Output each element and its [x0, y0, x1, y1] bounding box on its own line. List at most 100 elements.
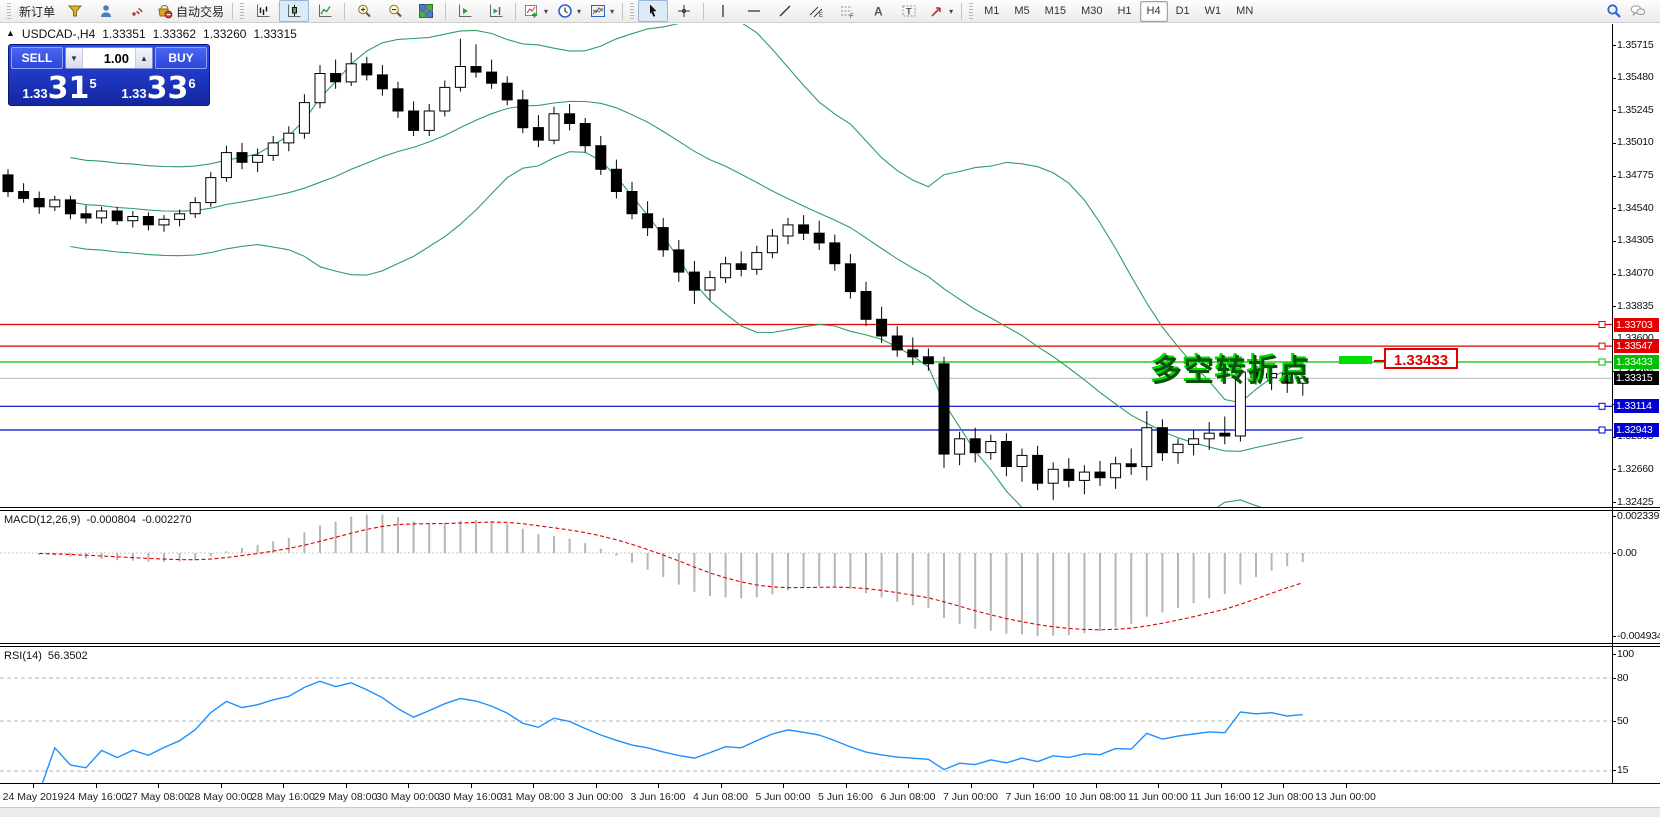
price-axis-border [1612, 24, 1613, 783]
macd-value-main: -0.000804 [86, 514, 136, 526]
macd-name: MACD(12,26,9) [4, 514, 81, 526]
horizontal-line-tool[interactable] [739, 0, 769, 22]
volume-input[interactable]: ▼ 1.00 ▲ [65, 47, 153, 69]
timeframe-m30[interactable]: M30 [1081, 5, 1103, 17]
axis-tick [1612, 636, 1616, 637]
trendline-tool[interactable] [770, 0, 800, 22]
funnel-icon[interactable] [60, 0, 90, 22]
macd-indicator-label: MACD(12,26,9) -0.000804 -0.002270 [4, 514, 192, 526]
cursor-tool[interactable] [638, 0, 669, 22]
time-tick-label: 5 Jun 16:00 [818, 791, 873, 803]
line-chart-icon[interactable] [310, 0, 340, 22]
autotrading-label: 自动交易 [176, 4, 225, 19]
time-tick [720, 784, 722, 788]
time-tick [33, 784, 34, 788]
time-tick [470, 784, 472, 788]
auto-scroll-icon[interactable] [450, 0, 480, 22]
buy-button[interactable]: BUY [155, 47, 207, 69]
macd-value-signal: -0.002270 [141, 514, 192, 526]
price-tick-label: 1.35715 [1617, 38, 1654, 51]
zoom-out-icon[interactable] [380, 0, 410, 22]
toolbar-grip[interactable] [7, 3, 11, 19]
hline-price-label[interactable]: 1.33114 [1614, 399, 1659, 414]
timeframe-w1[interactable]: W1 [1204, 5, 1222, 17]
community-profile-icon[interactable] [91, 0, 121, 22]
periods-dropdown[interactable]: ▾ [553, 0, 585, 22]
text-label-tool[interactable]: T [894, 0, 924, 22]
timeframe-m15[interactable]: M15 [1044, 5, 1067, 17]
sell-button[interactable]: SELL [11, 47, 63, 69]
turning-point-annotation[interactable]: 多空转折点 [1152, 354, 1312, 389]
toolbar-grip[interactable] [969, 3, 974, 19]
tile-windows-icon[interactable] [411, 0, 441, 22]
price-chart-plot-area[interactable] [0, 24, 1612, 507]
price-axis[interactable]: 1.35715 1.35480 1.35245 1.35010 1.34775 1.345… [1612, 24, 1660, 807]
svg-text:E: E [819, 13, 823, 19]
rsi-plot-area[interactable] [0, 647, 1612, 783]
sell-price-big: 31 [47, 71, 90, 106]
text-tool[interactable]: A [863, 0, 893, 22]
crosshair-tool[interactable] [669, 0, 699, 22]
buy-price-big: 33 [146, 71, 189, 106]
time-tick [95, 784, 97, 788]
zoom-in-icon[interactable] [349, 0, 379, 22]
price-tick-label: 1.35245 [1617, 103, 1654, 116]
toolbar-grip[interactable] [630, 3, 635, 19]
time-tick [283, 784, 284, 788]
fibonacci-tool[interactable]: F [832, 0, 862, 22]
time-axis[interactable]: 24 May 2019 24 May 16:00 27 May 08:00 28 Ma… [0, 783, 1660, 807]
timeframe-h4[interactable]: H4 [1139, 0, 1168, 22]
time-tick [1345, 784, 1347, 788]
time-tick [658, 784, 659, 788]
sell-price[interactable]: 1.33 31 5 [11, 71, 108, 105]
price-callout-label[interactable]: 1.33433 [1384, 348, 1458, 369]
time-tick-label: 11 Jun 16:00 [1190, 791, 1251, 803]
current-price-label: 1.33315 [1614, 371, 1659, 386]
search-icon[interactable] [1606, 3, 1622, 19]
timeframe-d1[interactable]: D1 [1175, 5, 1190, 17]
volume-decrease-button[interactable]: ▼ [66, 48, 83, 68]
hline-price-label[interactable]: 1.33703 [1614, 317, 1659, 332]
axis-tick [1612, 516, 1616, 517]
axis-tick [1612, 502, 1616, 503]
vertical-line-tool[interactable] [708, 0, 738, 22]
timeframe-m1[interactable]: M1 [984, 5, 1000, 17]
axis-tick [1612, 208, 1616, 210]
new-order-label: 新订单 [19, 4, 56, 19]
new-order-button[interactable]: 新订单 [15, 0, 59, 22]
candlestick-chart-icon[interactable] [279, 0, 310, 22]
chart-shift-icon[interactable] [481, 0, 511, 22]
channel-tool[interactable]: E [801, 0, 831, 22]
indicators-dropdown[interactable]: ▾ [520, 0, 552, 22]
axis-tick [1612, 553, 1616, 554]
bar-chart-icon[interactable] [248, 0, 278, 22]
time-tick-label: 3 Jun 00:00 [568, 791, 623, 803]
pane-splitter[interactable] [0, 643, 1660, 647]
time-tick-label: 13 Jun 00:00 [1315, 791, 1376, 803]
timeframe-mn[interactable]: MN [1236, 5, 1254, 17]
axis-tick [1612, 469, 1616, 471]
hline-price-label[interactable]: 1.33547 [1614, 339, 1659, 354]
arrows-dropdown[interactable]: ▾ [925, 0, 957, 22]
time-tick [1283, 784, 1284, 788]
hline-price-label[interactable]: 1.33433 [1614, 355, 1659, 369]
autotrading-button[interactable]: 自动交易 [153, 0, 228, 22]
rsi-axis-label: 80 [1617, 671, 1629, 684]
green-price-marker[interactable] [1339, 356, 1372, 364]
autotrading-icon [158, 4, 173, 19]
templates-dropdown[interactable]: ▾ [586, 0, 618, 22]
buy-price[interactable]: 1.33 33 6 [110, 71, 207, 105]
volume-increase-button[interactable]: ▲ [135, 48, 152, 68]
time-tick [1158, 784, 1159, 788]
timeframe-h1[interactable]: H1 [1117, 5, 1132, 17]
toolbar-grip[interactable] [240, 3, 245, 19]
one-click-collapse-icon[interactable]: ▲ [6, 28, 15, 38]
macd-plot-area[interactable] [0, 511, 1612, 643]
signals-icon[interactable] [122, 0, 152, 22]
pane-splitter[interactable] [0, 507, 1660, 511]
chat-icon[interactable] [1630, 3, 1646, 19]
timeframe-m5[interactable]: M5 [1014, 5, 1030, 17]
buy-price-pipette: 6 [188, 76, 196, 91]
hline-price-label[interactable]: 1.32943 [1614, 423, 1659, 437]
time-tick-label: 6 Jun 08:00 [880, 791, 936, 803]
